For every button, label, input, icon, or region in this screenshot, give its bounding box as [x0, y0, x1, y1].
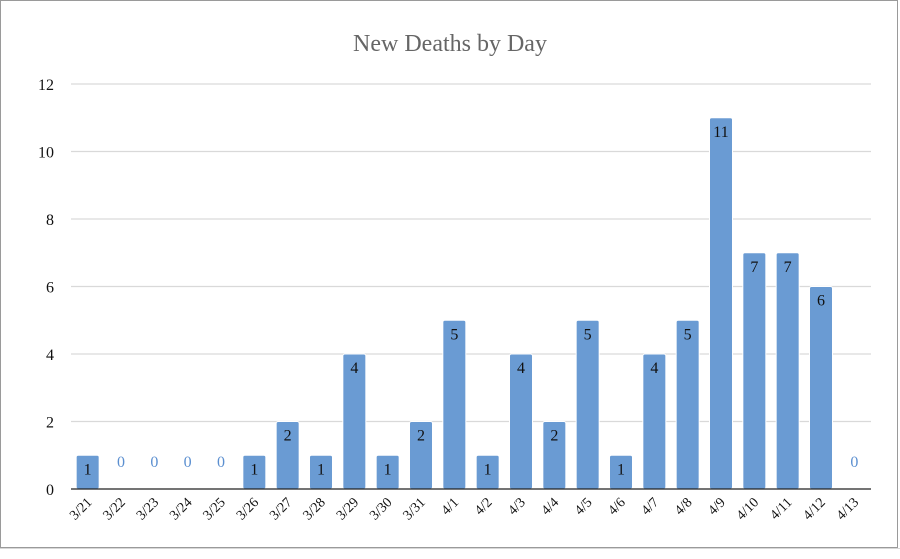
- x-tick-label: 4/13: [834, 495, 862, 523]
- data-label: 11: [713, 124, 728, 141]
- bar: [742, 252, 767, 490]
- bar: [675, 319, 700, 490]
- data-label: 1: [617, 461, 625, 478]
- data-label: 7: [784, 259, 792, 276]
- data-label: 1: [384, 461, 392, 478]
- data-label: 1: [250, 461, 258, 478]
- data-label: 4: [350, 360, 358, 377]
- data-label: 2: [417, 428, 425, 445]
- bar: [709, 117, 733, 490]
- x-tick-label: 4/10: [734, 495, 762, 523]
- x-tick-label: 4/5: [572, 495, 595, 518]
- data-label: 2: [284, 428, 292, 445]
- y-tick-label: 2: [46, 415, 54, 432]
- y-tick-label: 4: [46, 347, 54, 364]
- data-label: 1: [484, 461, 492, 478]
- y-tick-label: 12: [38, 77, 54, 94]
- x-tick-label: 3/31: [401, 495, 429, 523]
- y-tick-label: 6: [46, 280, 54, 297]
- bars: [75, 117, 833, 490]
- data-label: 0: [217, 454, 225, 471]
- x-tick-label: 3/29: [334, 495, 362, 523]
- data-label: 0: [117, 454, 125, 471]
- x-tick-label: 3/23: [134, 495, 162, 523]
- bottom-strip: [0, 548, 900, 559]
- y-axis-ticks: 0 2 4 6 8 10 12: [38, 77, 54, 499]
- x-tick-label: 3/28: [301, 495, 329, 523]
- x-tick-label: 3/27: [267, 495, 295, 523]
- data-label: 0: [850, 454, 858, 471]
- x-tick-label: 4/7: [639, 495, 662, 518]
- x-axis-ticks: 3/21 3/22 3/23 3/24 3/25 3/26 3/27 3/28 3/29 3/30…: [67, 495, 862, 523]
- x-tick-label: 3/30: [367, 495, 395, 523]
- y-tick-label: 10: [38, 145, 54, 162]
- x-tick-label: 4/12: [801, 495, 829, 523]
- x-tick-label: 4/8: [672, 495, 695, 518]
- data-label: 6: [817, 293, 825, 310]
- x-tick-label: 3/21: [67, 495, 95, 523]
- bar: [442, 319, 467, 490]
- x-tick-label: 4/1: [439, 495, 462, 518]
- bar: [809, 286, 833, 490]
- y-tick-label: 0: [46, 482, 54, 499]
- x-tick-label: 4/6: [606, 495, 629, 518]
- chart-title: New Deaths by Day: [353, 31, 547, 57]
- x-tick-label: 4/9: [706, 495, 729, 518]
- data-label: 0: [184, 454, 192, 471]
- x-tick-label: 4/2: [472, 495, 495, 518]
- data-label: 7: [750, 259, 758, 276]
- data-label: 1: [84, 461, 92, 478]
- data-label: 1: [317, 461, 325, 478]
- gridlines: [71, 83, 871, 423]
- data-label: 5: [584, 326, 592, 343]
- data-label: 4: [517, 360, 525, 377]
- y-tick-label: 8: [46, 212, 54, 229]
- data-label: 5: [450, 326, 458, 343]
- bar: [775, 252, 800, 490]
- x-tick-label: 4/11: [768, 495, 796, 523]
- data-labels: 1 0 0 0 0 1 2 1 4 1 2 5 1 4 2 5 1 4 5 11 7 7 6 0: [84, 124, 859, 479]
- data-label: 0: [150, 454, 158, 471]
- bar: [575, 319, 600, 490]
- x-tick-label: 3/25: [201, 495, 229, 523]
- x-tick-label: 3/22: [101, 495, 129, 523]
- x-tick-label: 4/3: [506, 495, 529, 518]
- x-tick-label: 4/4: [539, 495, 562, 518]
- data-label: 2: [550, 428, 558, 445]
- x-tick-label: 3/24: [167, 495, 195, 523]
- x-tick-label: 3/26: [234, 495, 262, 523]
- data-label: 4: [650, 360, 658, 377]
- data-label: 5: [684, 326, 692, 343]
